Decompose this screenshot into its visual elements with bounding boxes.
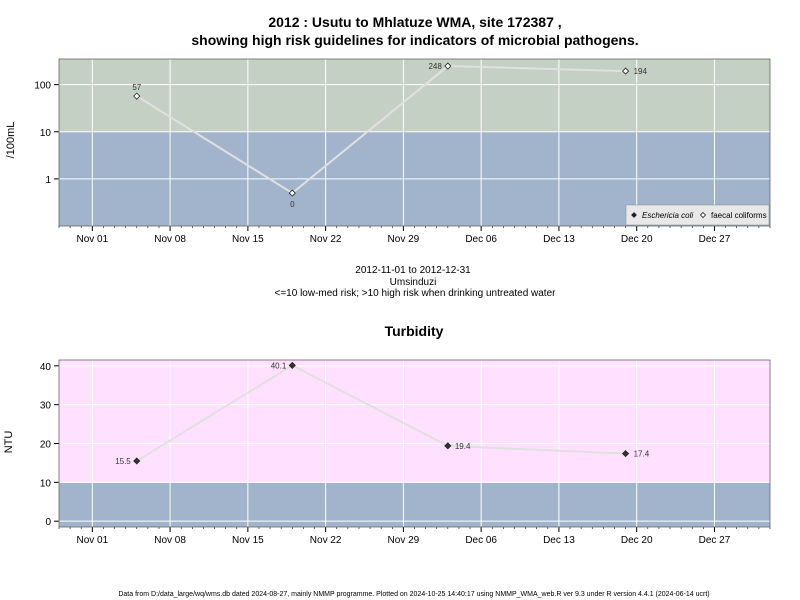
- x-tick-label: Dec 06: [465, 234, 497, 245]
- data-label: 19.4: [455, 442, 471, 451]
- x-tick-label: Nov 15: [232, 234, 264, 245]
- x-tick-label: Dec 13: [543, 234, 575, 245]
- y-tick-label: 20: [40, 440, 52, 451]
- y-axis-label-microbial: /100mL: [5, 122, 17, 159]
- x-tick-label: Nov 01: [76, 535, 108, 546]
- data-label: 17.4: [634, 450, 650, 459]
- plot-frame: [58, 58, 771, 227]
- risk-band: [59, 360, 770, 483]
- legend: Eschericia coli faecal coliforms: [625, 204, 770, 226]
- x-tick-label: Nov 29: [388, 234, 420, 245]
- x-tick-label: Nov 29: [388, 535, 420, 546]
- data-point: [133, 457, 141, 465]
- caption-date-range: 2012-11-01 to 2012-12-31: [355, 265, 471, 276]
- data-point: [622, 450, 630, 458]
- turbidity-chart: 15.5 40.1 19.4 17.4 Nov 01 Nov 08 Nov 15 Nov 2…: [3, 359, 771, 546]
- data-label: 0: [290, 200, 295, 209]
- data-point: [288, 189, 296, 197]
- caption-risk-note: <=10 low-med risk; >10 high risk when dr…: [275, 288, 557, 299]
- turbidity-title: Turbidity: [385, 323, 444, 339]
- x-tick-label: Nov 15: [232, 535, 264, 546]
- y-tick-label: 0: [45, 517, 51, 528]
- y-tick-label: 30: [40, 401, 52, 412]
- data-label: 194: [634, 67, 648, 76]
- x-tick-label: Dec 06: [465, 535, 497, 546]
- footer-note: Data from D:/data_large/wq/wms.db dated …: [118, 591, 709, 598]
- legend-label-faecal-coliforms: faecal coliforms: [711, 211, 767, 220]
- data-label: 248: [428, 62, 442, 71]
- data-point: [288, 361, 296, 370]
- y-tick-label: 10: [40, 478, 52, 489]
- x-tick-label: Dec 27: [699, 535, 731, 546]
- legend-marker-ecoli: [631, 212, 637, 218]
- y-tick-label: 1: [45, 175, 51, 186]
- data-point: [444, 442, 452, 450]
- series-line: [136, 364, 626, 462]
- x-tick-label: Dec 20: [621, 234, 653, 245]
- chart-title: 2012 : Usutu to Mhlatuze WMA, site 17238…: [268, 14, 561, 30]
- x-tick-label: Dec 13: [543, 535, 575, 546]
- y-tick-label: 40: [40, 362, 52, 373]
- risk-band: [59, 59, 770, 132]
- data-point: [622, 67, 630, 75]
- data-label: 40.1: [271, 361, 287, 370]
- data-point: [133, 92, 141, 100]
- legend-label-ecoli: Eschericia coli: [642, 211, 693, 220]
- x-tick-label: Nov 22: [310, 234, 342, 245]
- x-tick-label: Dec 27: [699, 234, 731, 245]
- microbial-chart: 57 0 248 194 Nov 01 Nov 08 Nov 15 Nov 22 Nov 29…: [5, 58, 771, 245]
- y-axis-label-turbidity: NTU: [3, 431, 15, 454]
- x-tick-label: Nov 22: [310, 535, 342, 546]
- series-line: [136, 65, 626, 195]
- y-tick-label: 10: [40, 128, 52, 139]
- caption-site-name: Umsinduzi: [390, 277, 437, 288]
- plot-frame: [58, 359, 771, 528]
- data-point: [444, 62, 452, 70]
- x-tick-label: Nov 08: [154, 234, 186, 245]
- x-tick-label: Nov 08: [154, 535, 186, 546]
- legend-marker-faecal-coliforms: [699, 211, 707, 219]
- x-tick-label: Dec 20: [621, 535, 653, 546]
- chart-subtitle: showing high risk guidelines for indicat…: [191, 32, 638, 48]
- x-tick-label: Nov 01: [76, 234, 108, 245]
- data-label: 15.5: [115, 457, 131, 466]
- data-label: 57: [132, 83, 141, 92]
- risk-band: [59, 482, 770, 527]
- y-tick-label: 100: [34, 81, 51, 92]
